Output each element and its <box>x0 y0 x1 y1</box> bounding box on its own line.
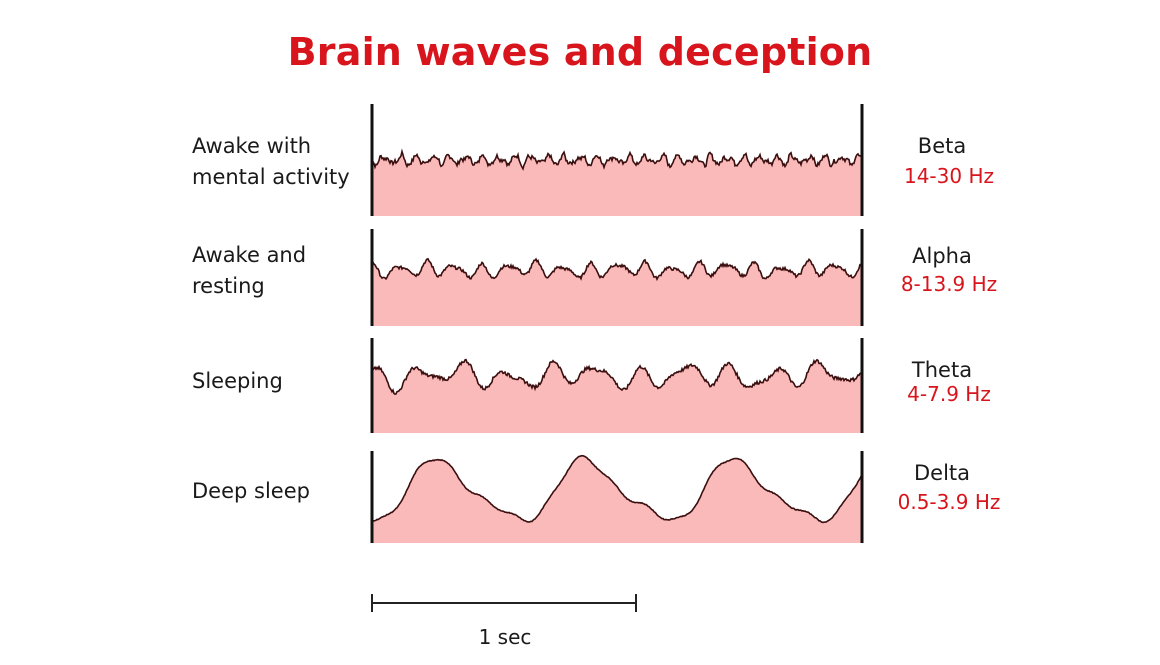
state-label-delta: Deep sleep <box>192 479 310 503</box>
wave-fill-delta <box>372 455 862 543</box>
wave-name-alpha: Alpha <box>912 244 972 268</box>
state-label-alpha: Awake and resting <box>192 243 307 298</box>
wave-trace-theta <box>371 358 863 395</box>
state-label-beta: Awake with mental activity <box>192 134 350 189</box>
wave-freq-alpha: 8-13.9 Hz <box>900 272 998 296</box>
wave-freq-delta: 0.5-3.9 Hz <box>897 490 1001 514</box>
scale-bar-label: 1 sec <box>478 625 532 649</box>
wave-fill-beta <box>372 151 862 216</box>
wave-trace-alpha <box>371 257 863 282</box>
wave-trace-beta <box>371 148 863 171</box>
wave-freq-theta: 4-7.9 Hz <box>907 382 991 406</box>
wave-trace-delta <box>371 454 863 524</box>
wave-fill-theta <box>372 359 862 433</box>
wave-name-theta: Theta <box>911 358 973 382</box>
wave-freq-beta: 14-30 Hz <box>903 164 994 188</box>
state-label-theta: Sleeping <box>192 369 283 393</box>
wave-name-beta: Beta <box>917 134 967 158</box>
wave-name-delta: Delta <box>913 461 971 485</box>
page-title: Brain waves and deception <box>287 30 873 74</box>
